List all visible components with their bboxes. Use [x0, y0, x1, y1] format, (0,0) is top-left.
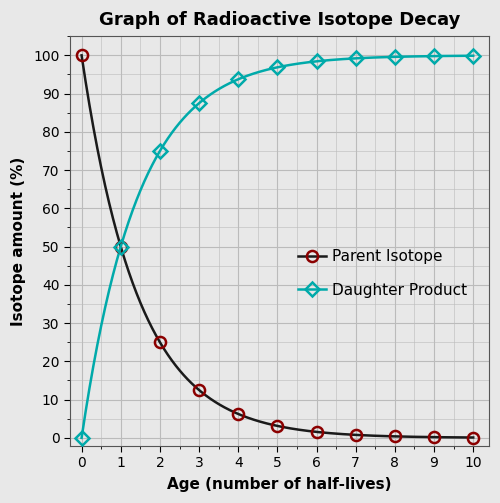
Y-axis label: Isotope amount (%): Isotope amount (%)	[11, 156, 26, 325]
Title: Graph of Radioactive Isotope Decay: Graph of Radioactive Isotope Decay	[98, 11, 460, 29]
Legend: Parent Isotope, Daughter Product: Parent Isotope, Daughter Product	[292, 243, 473, 304]
X-axis label: Age (number of half-lives): Age (number of half-lives)	[167, 477, 392, 492]
